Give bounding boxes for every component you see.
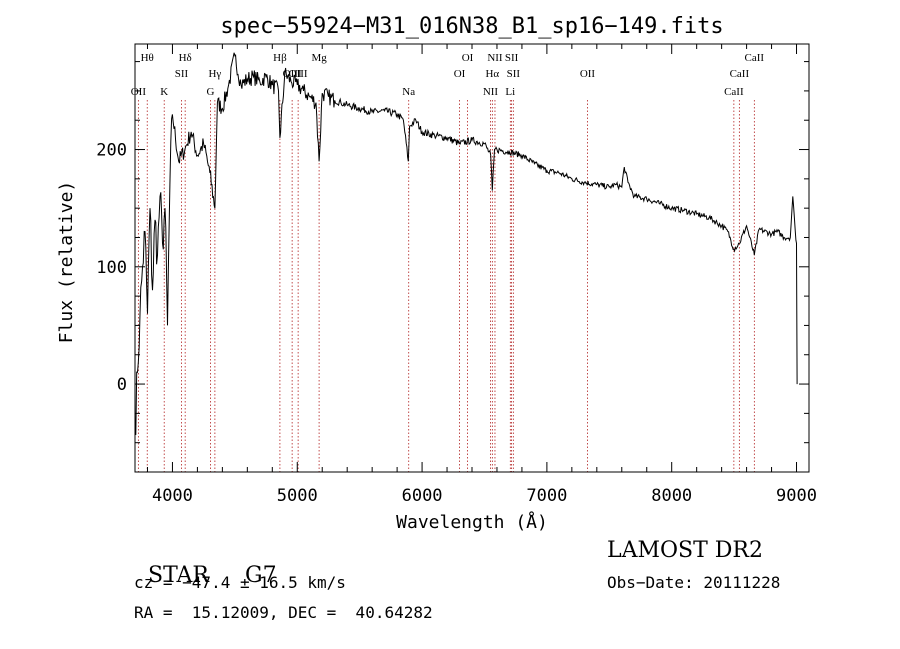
x-tick-label-1: 5000 <box>277 486 318 506</box>
x-tick-label-5: 9000 <box>776 486 817 506</box>
line-label-17: SII <box>505 52 519 64</box>
line-label-6: G <box>207 86 215 98</box>
coordinates-label: RA = 15.12009, DEC = 40.64282 <box>134 603 433 622</box>
line-label-7: Hβ <box>273 52 287 64</box>
line-label-2: K <box>160 86 168 98</box>
line-label-12: OI <box>462 52 474 64</box>
survey-label: LAMOST DR2 <box>607 538 763 563</box>
spectrum-series-line <box>134 52 798 436</box>
line-label-0: Hθ <box>141 52 154 64</box>
line-label-3: Hδ <box>179 52 192 64</box>
line-label-20: OII <box>580 68 596 80</box>
x-axis-label: Wavelength (Å) <box>396 511 548 533</box>
spectral-line-markers <box>137 100 755 472</box>
line-label-15: Hα <box>485 68 499 80</box>
x-tick-label-0: 4000 <box>152 486 193 506</box>
line-label-18: SII <box>507 68 521 80</box>
y-tick-label-2: 200 <box>96 141 127 161</box>
line-label-19: Li <box>505 86 515 98</box>
y-axis-label: Flux (relative) <box>56 181 77 344</box>
line-label-16: NII <box>483 86 499 98</box>
line-label-5: Hγ <box>208 68 221 80</box>
line-label-1: OII <box>131 86 147 98</box>
line-label-11: Na <box>402 86 415 98</box>
spectrum-chart: spec−55924−M31_016N38_B1_sp16−149.fits H… <box>56 14 817 533</box>
x-tick-label-3: 7000 <box>526 486 567 506</box>
line-label-4: SII <box>175 68 189 80</box>
y-tick-label-0: 0 <box>117 375 127 395</box>
obs-date-label: Obs−Date: 20111228 <box>607 573 781 592</box>
line-label-10: Mg <box>311 52 327 64</box>
line-label-23: CaII <box>724 86 744 98</box>
subclass-label: G7 <box>245 563 277 588</box>
line-label-14: NII <box>487 52 503 64</box>
x-axis: 4000 5000 6000 7000 8000 9000 <box>146 44 817 506</box>
plot-frame <box>134 43 810 473</box>
spectral-class: STAR G7 <box>134 538 277 588</box>
chart-title: spec−55924−M31_016N38_B1_sp16−149.fits <box>220 14 723 39</box>
class-label: STAR <box>148 563 209 588</box>
line-label-22: CaII <box>730 68 750 80</box>
line-label-9: OIII <box>289 68 308 80</box>
x-tick-label-2: 6000 <box>402 486 443 506</box>
line-label-13: OI <box>454 68 466 80</box>
redshift-label: cz = −47.4 ± 16.5 km/s <box>134 573 346 592</box>
line-label-21: CaII <box>745 52 765 64</box>
x-tick-label-4: 8000 <box>651 486 692 506</box>
y-axis: 0 100 200 <box>96 61 809 444</box>
y-tick-label-1: 100 <box>96 258 127 278</box>
